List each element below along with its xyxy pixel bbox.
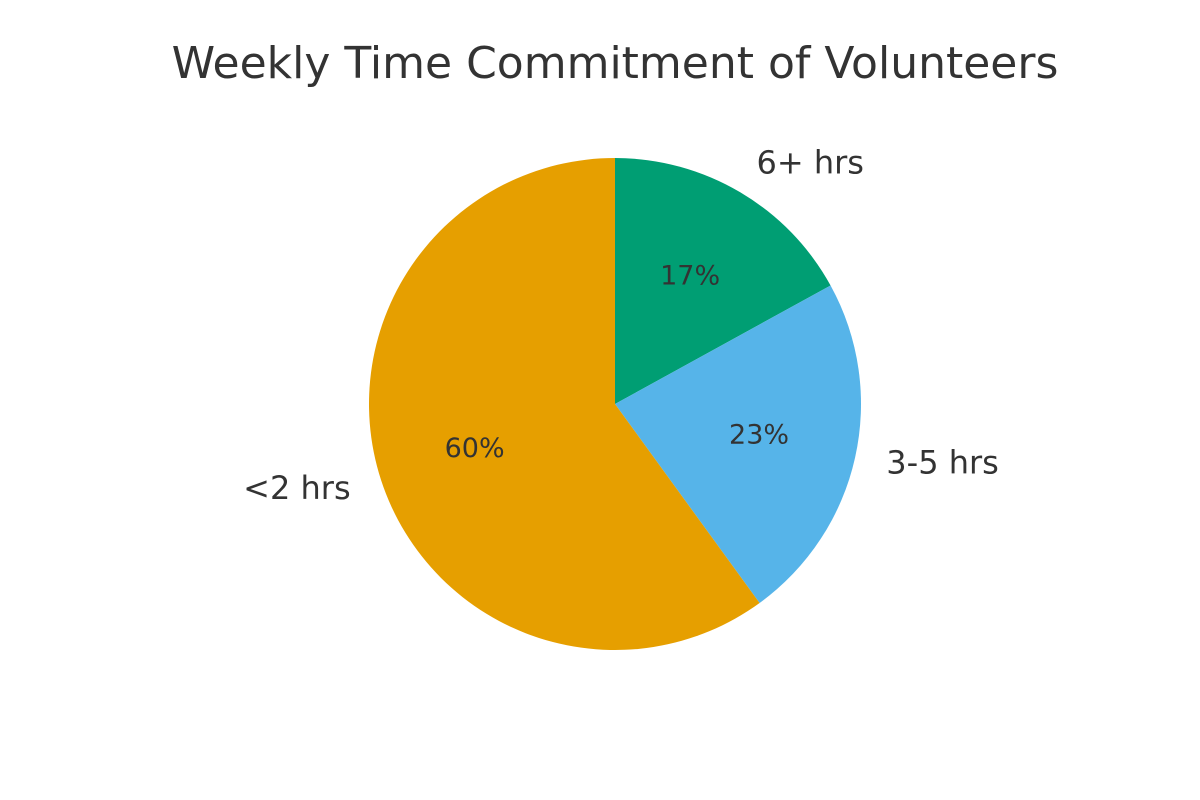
pct-label-6-plus-hrs: 17%	[660, 260, 720, 291]
slice-label-lt-2-hrs: <2 hrs	[243, 469, 350, 507]
pie-slice-lt-2-hrs	[368, 157, 760, 650]
pie-slice-6-plus-hrs	[615, 158, 831, 404]
slice-label-3-5-hrs: 3-5 hrs	[886, 444, 999, 482]
pct-label-lt-2-hrs: 60%	[445, 433, 505, 464]
chart-title: Weekly Time Commitment of Volunteers	[171, 38, 1059, 89]
pct-label-3-5-hrs: 23%	[729, 420, 789, 451]
pie-labels: 6+ hrs 17% 3-5 hrs 23% <2 hrs 60%	[243, 144, 999, 507]
slice-label-6-plus-hrs: 6+ hrs	[757, 144, 864, 182]
pie-slices	[368, 157, 861, 650]
pie-slice-3-5-hrs	[615, 285, 861, 604]
